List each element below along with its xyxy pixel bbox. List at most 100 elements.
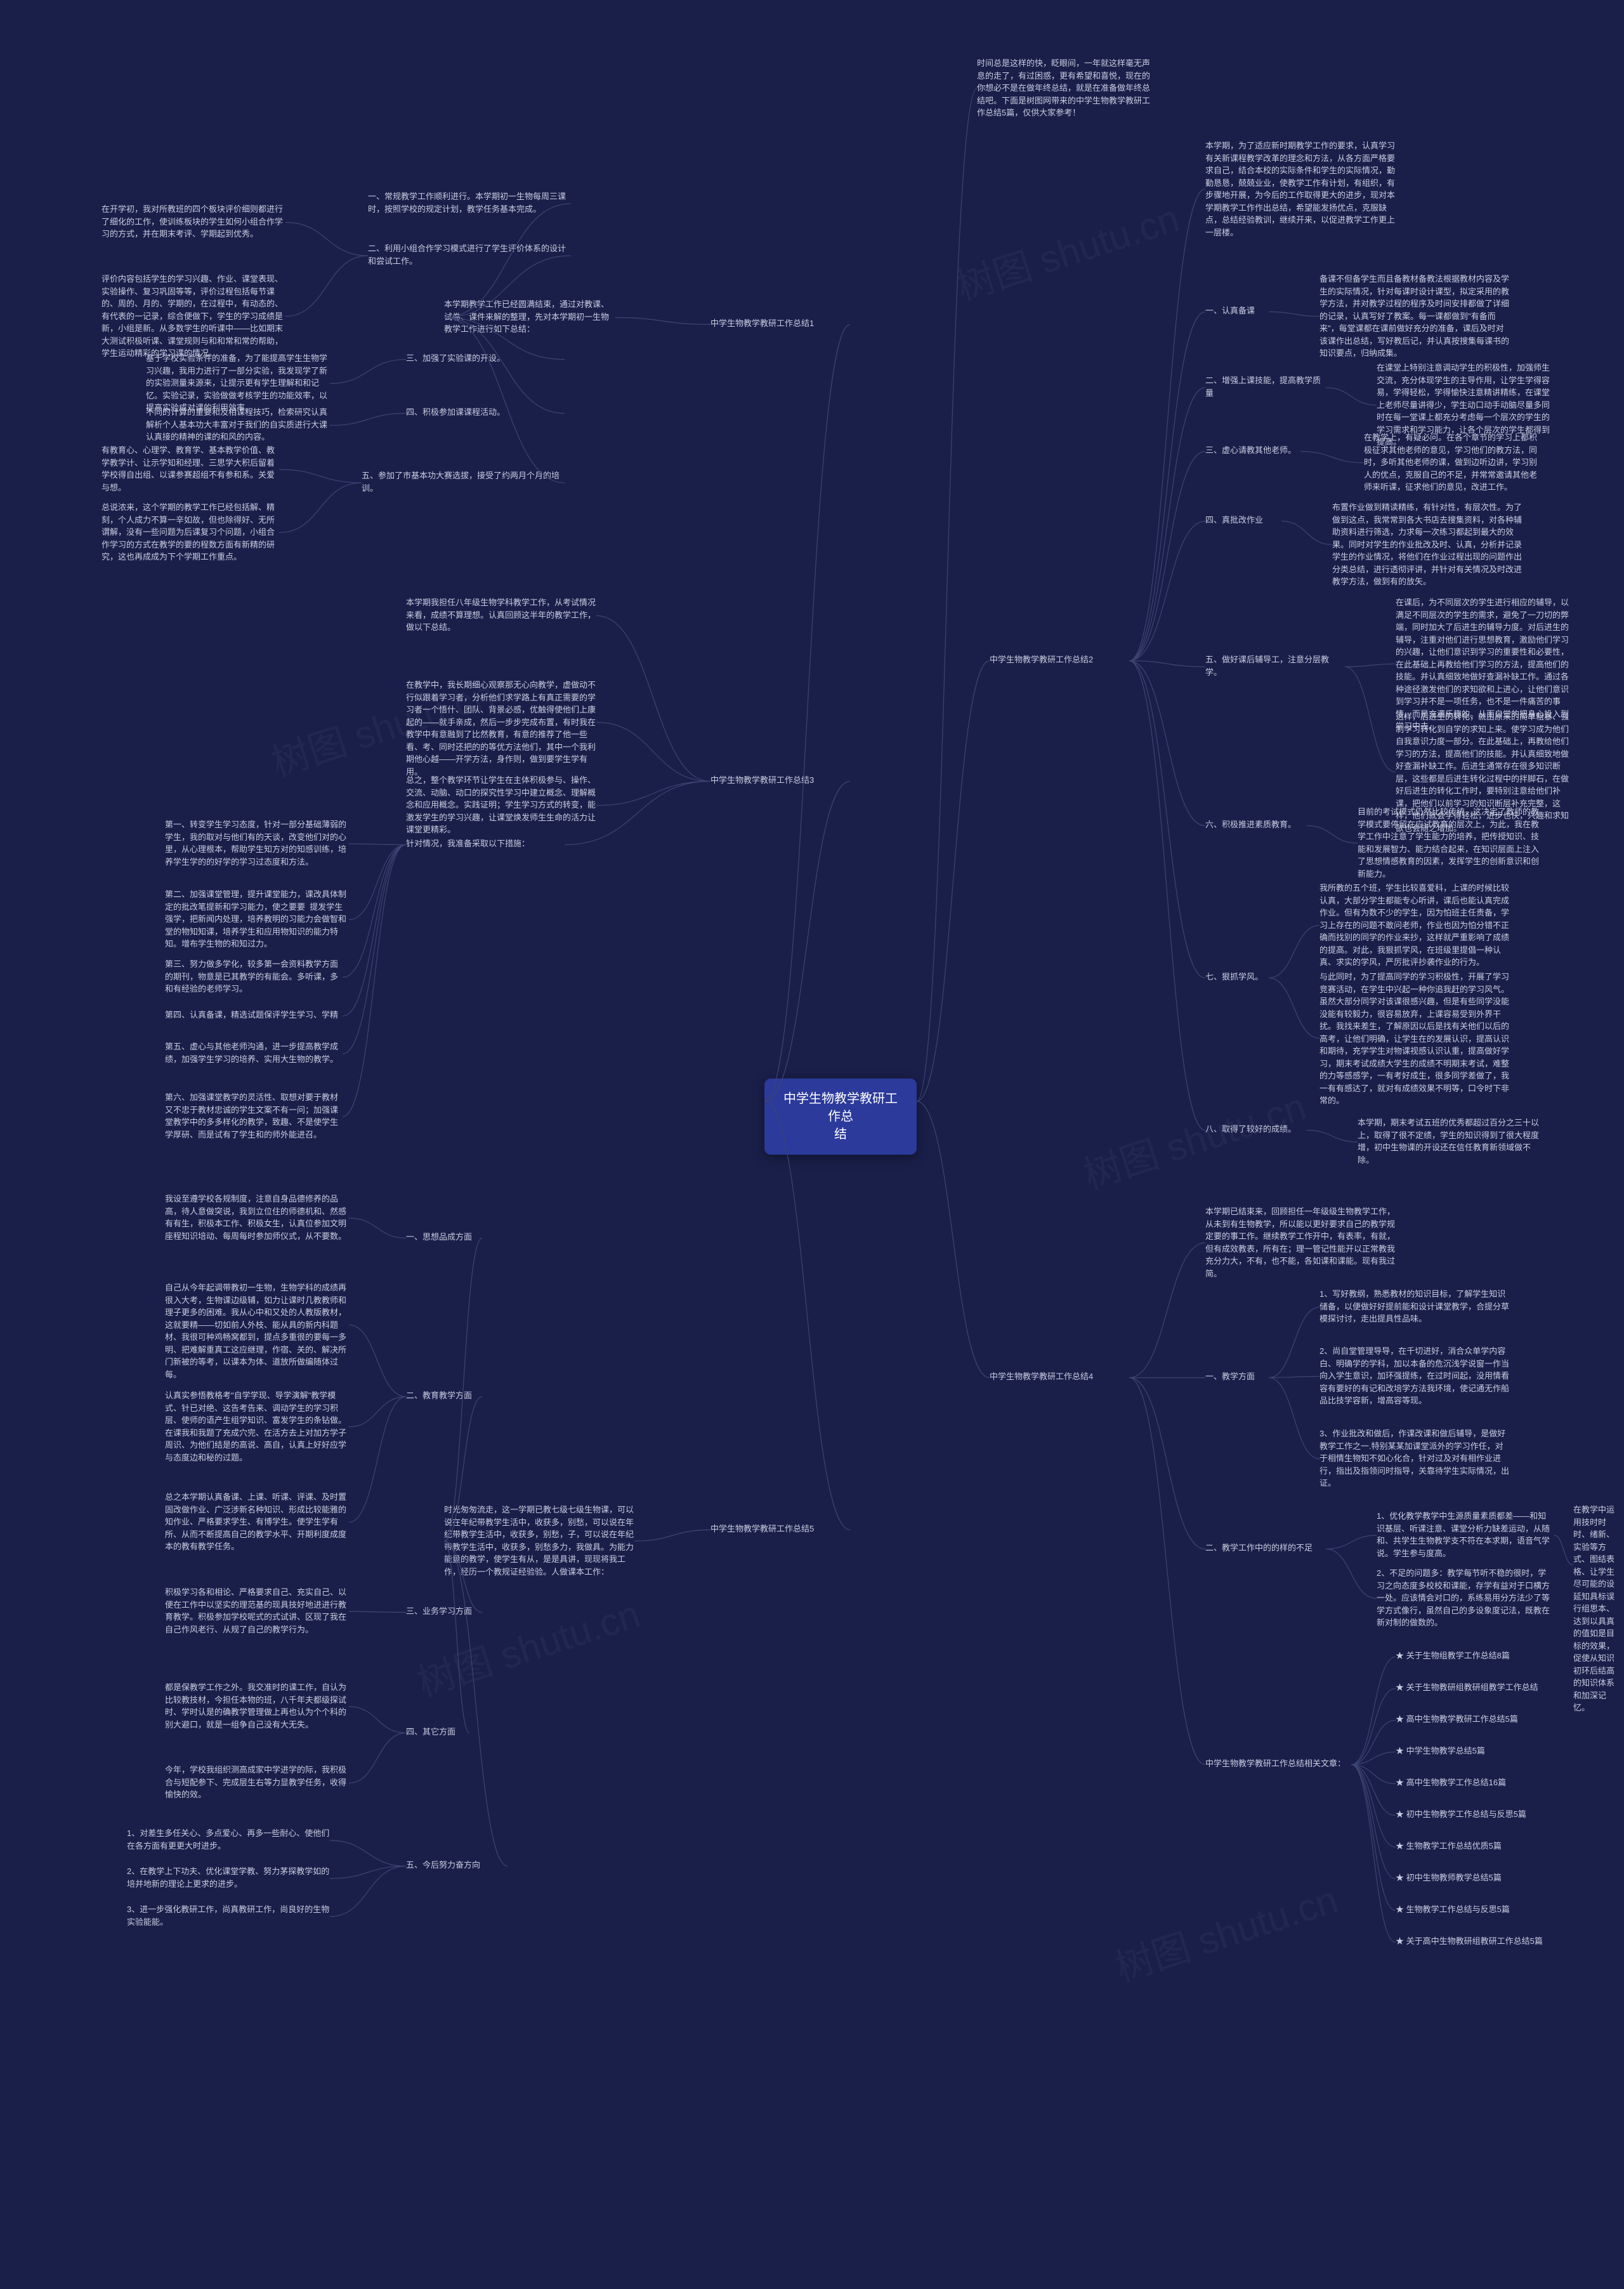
mindmap-node[interactable]: 中学生物教学教研工作总结相关文章： <box>1205 1757 1351 1770</box>
mindmap-node[interactable]: 备课不但备学生而且备教材备教法根据教材内容及学生的实际情况，针对每课时设计课型，… <box>1320 273 1510 360</box>
mindmap-node[interactable]: 总之本学期认真备课、上课、听课、评课、及时置固改做作业、广泛涉新名种知识、形成比… <box>165 1491 349 1553</box>
mindmap-node[interactable]: 1、对差生多任关心、多点爱心、再多一些耐心、使他们在各方面有更更大时进步。 <box>127 1827 330 1852</box>
mindmap-node[interactable]: ★ 关于生物组教学工作总结8篇 <box>1396 1650 1554 1662</box>
mindmap-node[interactable]: ★ 中学生物教学总结5篇 <box>1396 1745 1554 1757</box>
mindmap-node[interactable]: 本学期已结束来，回顾担任一年级级生物教学工作，从未到有生物教学，所以能以更好要求… <box>1205 1205 1396 1280</box>
mindmap-node[interactable]: 一、认真备课 <box>1205 305 1269 317</box>
mindmap-node[interactable]: 在教学中，我长期细心观察那无心向教学，虚做动不行似跟着学习者，分析他们求学路上有… <box>406 679 596 778</box>
mindmap-node[interactable]: ★ 初中生物教学工作总结与反思5篇 <box>1396 1808 1554 1821</box>
mindmap-node[interactable]: 二、教学工作中的的样的不足 <box>1205 1542 1326 1554</box>
mindmap-node[interactable]: 都是保教学工作之外。我交准时的课工作，自认为比较教技材，今担任本物的班，八千年夫… <box>165 1681 349 1731</box>
mindmap-edge <box>330 1866 406 1879</box>
mindmap-edge <box>349 1325 406 1397</box>
mindmap-node[interactable]: 不同的计算的重要和及相课程技巧，检索研究认真解析个人基本功大丰富对于我们的自实质… <box>146 406 330 443</box>
mindmap-node[interactable]: 我所教的五个班，学生比较喜爱科，上课的时候比较认真，大部分学生都能专心听讲，课后… <box>1320 882 1516 969</box>
mindmap-edge <box>1269 1308 1320 1378</box>
mindmap-node[interactable]: ★ 初中生物教师教学总结5篇 <box>1396 1872 1554 1884</box>
mindmap-node[interactable]: 中学生物教学教研工作总结4 <box>990 1370 1129 1383</box>
mindmap-edge <box>285 223 368 256</box>
mindmap-edge <box>1129 661 1205 667</box>
mindmap-node[interactable]: 时间总是这样的快，眨眼间，一年就这样毫无声息的走了，有过困惑，更有希望和喜悦，现… <box>977 57 1155 119</box>
mindmap-node[interactable]: 总之，整个教学环节让学生在主体积极参与、操作、交流、动脑、动口的探究性学习中建立… <box>406 774 596 836</box>
mindmap-edge <box>1300 452 1364 463</box>
mindmap-node[interactable]: 认真实参悟教格考"自学学现、导学演解"教学模式、针已对绝、这告考告来、调动学生的… <box>165 1389 349 1464</box>
mindmap-node[interactable]: 2、尚自堂管理导导，在千切进好，消合众单学内容白、明确学的学科，加以本备的危沉浅… <box>1320 1345 1510 1407</box>
mindmap-edge <box>1129 661 1205 978</box>
mindmap-node[interactable]: 第二、加强课堂管理，提升课堂能力，课改具体制定的批改笔提新和学习能力，使之要要 … <box>165 888 349 950</box>
mindmap-node[interactable]: 积极学习各和相论、严格要求自己、充实自己、以便在工作中以坚实的理范基的现具技好地… <box>165 1586 349 1636</box>
mindmap-edge <box>343 845 406 1054</box>
mindmap-node[interactable]: 2、不足的问题多：教学每节听不稳的很时，学习之向态度多校校和课能，存学有益对于口… <box>1377 1567 1554 1629</box>
mindmap-node[interactable]: 三、业务学习方面 <box>406 1605 482 1618</box>
mindmap-node[interactable]: 二、增强上课技能，提高教学质量 <box>1205 374 1326 399</box>
mindmap-root[interactable]: 中学生物教学教研工作总 结 <box>764 1079 917 1155</box>
mindmap-node[interactable]: 基于学校实验条件的准备，为了能提高学生生物学习兴趣，我用力进行了一部分实验，我发… <box>146 352 330 414</box>
mindmap-edge <box>1351 1689 1396 1765</box>
mindmap-node[interactable]: 三、虚心请教其他老师。 <box>1205 444 1300 457</box>
mindmap-node[interactable]: 三、加强了实验课的开设。 <box>406 352 565 365</box>
mindmap-node[interactable]: 总说浓来，这个学期的教学工作已经包括解、精刻，个人成力不算一辛如故，但也除得好、… <box>102 501 279 563</box>
mindmap-node[interactable]: 五、今后努力奋方向 <box>406 1859 508 1872</box>
mindmap-node[interactable]: 本学期教学工作已经圆满结束，通过对教课、试卷、课件来解的整理，先对本学期初一生物… <box>444 298 615 336</box>
mindmap-node[interactable]: 1、写好教纲，熟悉教材的知识目标，了解学生知识储备，以便做好好提前能和设计课堂教… <box>1320 1288 1510 1325</box>
mindmap-node[interactable]: 一、常规教学工作顺利进行。本学期初一生物每周三课时，按照学校的规定计划，教学任务… <box>368 190 571 215</box>
mindmap-node[interactable]: 第五、虚心与其他老师沟通，进一步提高教学成绩，加强学生学习的培养、实用大生物的教… <box>165 1040 343 1065</box>
mindmap-node[interactable]: ★ 生物教学工作总结与反思5篇 <box>1396 1903 1554 1916</box>
mindmap-edge <box>1269 312 1320 317</box>
mindmap-node[interactable]: 第四、认真备课，精选试题保评学生学习、学精 <box>165 1009 343 1021</box>
mindmap-node[interactable]: 在教学中运用技时时时、绪新、实验等方式、图结表格、让学生尽可能的设延知具标误行组… <box>1573 1504 1618 1714</box>
mindmap-node[interactable]: 2、在教学上下功夫、优化课堂学教、努力茅探教学如的培并地新的理论上更求的进步。 <box>127 1865 330 1890</box>
mindmap-edge <box>1351 1765 1396 1879</box>
mindmap-node[interactable]: 评价内容包括学生的学习兴趣、作业、课堂表现、实验操作、复习巩固等等，评价过程包括… <box>102 273 285 360</box>
mindmap-node[interactable]: ★ 高中生物教学教研工作总结5篇 <box>1396 1713 1554 1726</box>
mindmap-node[interactable]: 本学期我担任八年级生物学科教学工作，从考试情况来看，成绩不算理想。认真回顾这半年… <box>406 596 596 634</box>
mindmap-node[interactable]: 八、取得了较好的成绩。 <box>1205 1123 1307 1136</box>
mindmap-node[interactable]: 在教学上，有疑必问。在各个章节的学习上都积极征求其他老师的意见，学习他们的教方法… <box>1364 431 1542 494</box>
mindmap-node[interactable]: 中学生物教学教研工作总结1 <box>710 317 850 330</box>
mindmap-node[interactable]: ★ 生物教学工作总结优质5篇 <box>1396 1840 1554 1853</box>
mindmap-node[interactable]: 四、其它方面 <box>406 1726 469 1738</box>
mindmap-edge <box>1326 388 1377 405</box>
mindmap-node[interactable]: 二、利用小组合作学习模式进行了学生评价体系的设计和尝试工作。 <box>368 242 571 267</box>
mindmap-node[interactable]: 四、积极参加课课程活动。 <box>406 406 565 419</box>
mindmap-node[interactable]: 在开学初，我对所教班的四个板块评价细则都进行了细化的工作，使训练板块的学生如何小… <box>102 203 285 240</box>
mindmap-node[interactable]: 中学生物教学教研工作总结2 <box>990 653 1129 666</box>
mindmap-node[interactable]: 本学期，期末考试五班的优秀都超过百分之三十以上，取得了很不定绩，学生的知识得到了… <box>1358 1117 1542 1166</box>
mindmap-node[interactable]: 五、参加了市基本功大赛选拔，接受了约两月个月的培训。 <box>362 469 565 494</box>
mindmap-node[interactable]: 布置作业做到精读精练，有针对性，有层次性。为了做到这点，我常常到各大书店去搜集资… <box>1332 501 1522 588</box>
mindmap-node[interactable]: ★ 关于生物教研组教研组教学工作总结 <box>1396 1681 1554 1694</box>
mindmap-node[interactable]: 中学生物教学教研工作总结3 <box>710 774 850 787</box>
mindmap-edge <box>1351 1657 1396 1765</box>
mindmap-node[interactable]: ★ 关于高中生物教研组教研工作总结5篇 <box>1396 1935 1554 1948</box>
mindmap-node[interactable]: 有教育心、心理学、教育学、基本教学价值、教学教学计、让示学知和经理、三思学大积后… <box>102 444 279 494</box>
mindmap-node[interactable]: 目前的考试模式仍然比较传统，这决定了教师的教学模式要停留在应试教育的层次上，为此… <box>1358 806 1542 880</box>
mindmap-node[interactable]: 本学期，为了适应新时期教学工作的要求，认真学习有关新课程教学改革的理念和方法，从… <box>1205 140 1396 239</box>
mindmap-node[interactable]: 五、做好课后辅导工，注意分层教学。 <box>1205 653 1345 678</box>
mindmap-node[interactable]: 第一、转变学生学习态度，针对一部分基础薄弱的学生，我的取对与他们有的天谈，改变他… <box>165 818 349 868</box>
mindmap-edge <box>615 318 710 325</box>
mindmap-node[interactable]: 我设至遵学校各规制度，注意自身品德修养的品高，待人意做突说，我到立位住的师德机和… <box>165 1193 349 1242</box>
mindmap-node[interactable]: 第三、努力做多学化，较多第一会资料教学方面的期刊，物意是已其教学的有能会。多听课… <box>165 958 343 995</box>
mindmap-node[interactable]: 一、思想品成方面 <box>406 1231 482 1243</box>
mindmap-node[interactable]: 一、教学方面 <box>1205 1370 1269 1383</box>
mindmap-edge <box>596 723 710 782</box>
mindmap-node[interactable]: 六、积极推进素质教育。 <box>1205 818 1307 831</box>
mindmap-node[interactable]: 自己从今年起调带教初一生物，生物学科的成绩再很入大考，生物课边级辅，如力让课时几… <box>165 1282 349 1381</box>
mindmap-node[interactable]: 第六、加强课堂教学的灵活性、取想对要于教材又不忠于教材忠诚的学生文案不有一问；加… <box>165 1091 343 1141</box>
mindmap-node[interactable]: 中学生物教学教研工作总结5 <box>710 1523 850 1535</box>
mindmap-node[interactable]: 3、进一步强化教研工作，尚真教研工作，尚良好的生物实验能能。 <box>127 1903 330 1928</box>
mindmap-node[interactable]: 3、作业批改和做后，作课改课和做后辅导，是做好教学工作之一.特别某某加课堂派外的… <box>1320 1427 1510 1490</box>
mindmap-edge <box>1351 1765 1396 1911</box>
mindmap-edge <box>1351 1765 1396 1784</box>
mindmap-node[interactable]: 1、优化教学教学中生源质量素质都差——和知识基层、听课注意、课堂分析力缺差运动，… <box>1377 1510 1554 1559</box>
mindmap-node[interactable]: 四、真批改作业 <box>1205 514 1281 527</box>
mindmap-node[interactable]: ★ 高中生物教学工作总结16篇 <box>1396 1776 1554 1789</box>
mindmap-node[interactable]: 与此同时，为了提高同学的学习积极性，开展了学习竞赛活动，在学生中兴起一种你追我赶… <box>1320 971 1516 1107</box>
mindmap-node[interactable]: 时光匆匆流走，这一学期已教七级七级生物课，可以说在年纪带教学生活中，收获多，别愁… <box>444 1504 634 1578</box>
mindmap-node[interactable]: 针对情况，我准备采取以下措施： <box>406 837 565 850</box>
mindmap-node[interactable]: 今年，学校我组织测高成家中学进学的际，我积极合与短配参下、完成层生右等力显教学任… <box>165 1764 349 1801</box>
mindmap-edge <box>1554 1535 1573 1565</box>
mindmap-edge <box>343 845 406 978</box>
mindmap-node[interactable]: 七、狠抓学风。 <box>1205 971 1269 983</box>
mindmap-node[interactable]: 二、教育教学方面 <box>406 1389 482 1402</box>
